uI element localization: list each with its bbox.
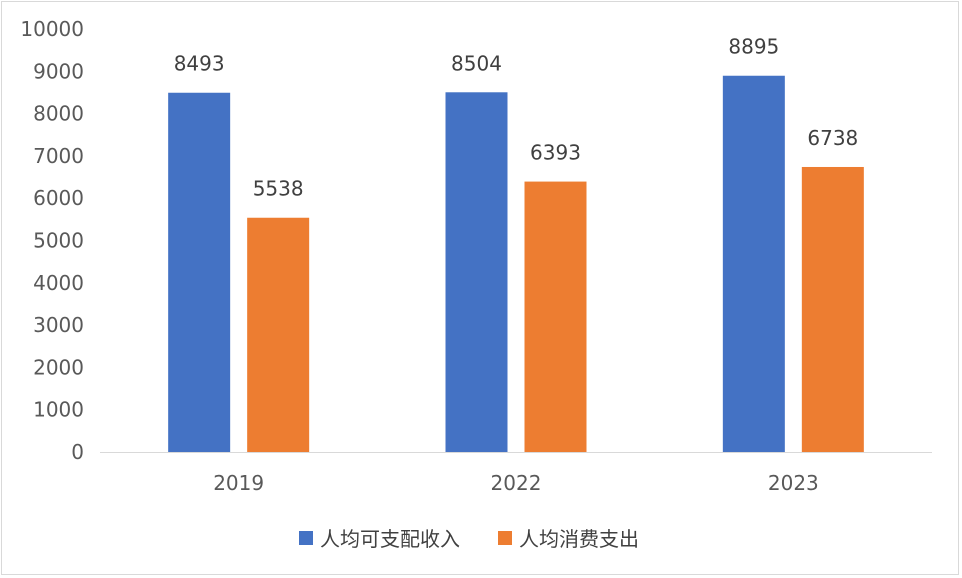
x-tick-label: 2022 (491, 471, 542, 495)
data-label: 8504 (451, 51, 502, 75)
data-label: 8493 (174, 52, 225, 76)
legend-swatch-income (299, 531, 313, 545)
y-tick-label: 5000 (33, 229, 84, 253)
x-axis-ticks: 2019 2022 2023 (213, 471, 819, 495)
y-tick-label: 10000 (20, 17, 84, 41)
x-tick-label: 2019 (213, 471, 264, 495)
data-label: 8895 (728, 35, 779, 59)
data-labels: 8493 5538 8504 6393 8895 6738 (174, 35, 859, 201)
bar-expenditure (801, 166, 864, 452)
y-axis-ticks: 0 1000 2000 3000 4000 5000 6000 7000 8000 9000 100… (20, 17, 84, 464)
legend: 人均可支配收入 人均消费支出 (299, 527, 639, 551)
bar-income (445, 92, 508, 453)
y-tick-label: 9000 (33, 59, 84, 83)
y-tick-label: 3000 (33, 313, 84, 337)
bar-income (722, 75, 785, 452)
data-label: 5538 (253, 177, 304, 201)
x-tick-label: 2023 (768, 471, 819, 495)
y-tick-label: 7000 (33, 144, 84, 168)
y-tick-label: 0 (71, 440, 84, 464)
bars (168, 75, 864, 453)
legend-label-expenditure: 人均消费支出 (519, 527, 639, 551)
data-label: 6738 (807, 126, 858, 150)
data-label: 6393 (530, 141, 581, 165)
y-tick-label: 2000 (33, 355, 84, 379)
bar-expenditure (524, 181, 587, 452)
y-tick-label: 1000 (33, 398, 84, 422)
legend-label-income: 人均可支配收入 (320, 527, 460, 551)
y-tick-label: 4000 (33, 271, 84, 295)
legend-swatch-expenditure (498, 531, 512, 545)
bar-income (168, 92, 231, 453)
y-tick-label: 6000 (33, 186, 84, 210)
bar-expenditure (247, 217, 310, 452)
y-tick-label: 8000 (33, 102, 84, 126)
